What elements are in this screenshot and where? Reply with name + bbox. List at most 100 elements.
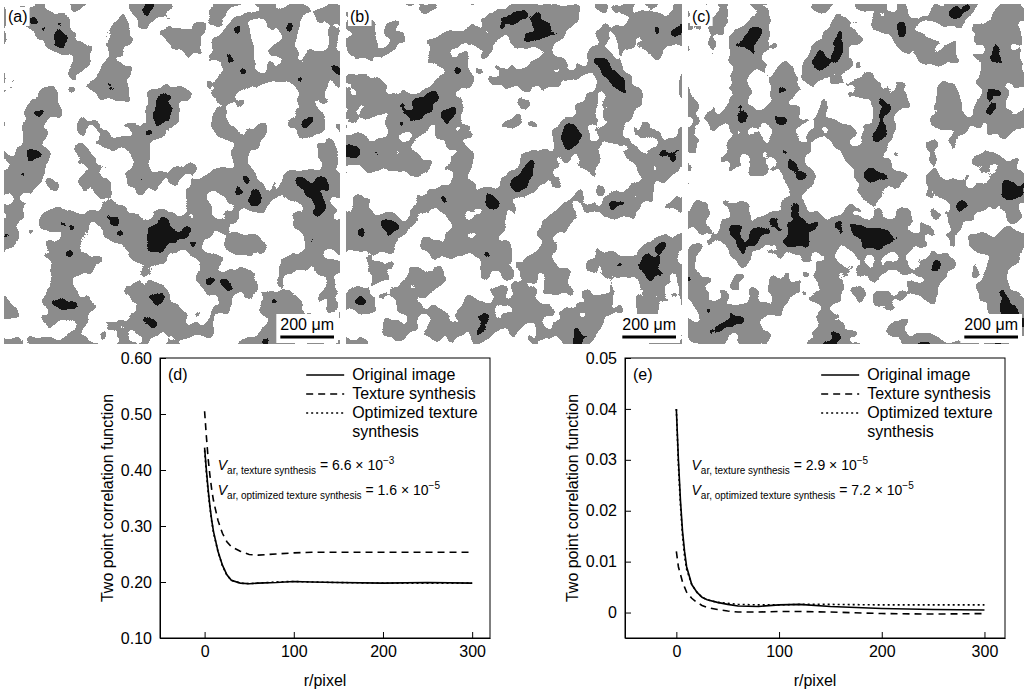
annotation-text: = 2.9 × 10 [790, 457, 857, 473]
legend-label: Optimized texture synthesis [352, 404, 482, 440]
annotation: Var, optimized texture synthesis = 1.6 ×… [218, 480, 441, 501]
x-tick: 100 [766, 632, 793, 660]
y-tick-mark [160, 358, 166, 359]
y-tick-mark [625, 613, 631, 614]
legend-label: Texture synthesis [352, 385, 476, 402]
legend-item: Original image [821, 366, 970, 383]
legend-swatch [821, 412, 859, 414]
panel-label: (c) [692, 8, 711, 25]
series-line [205, 450, 473, 583]
x-tick: 100 [281, 632, 308, 660]
legend-label: Optimized texture synthesis [867, 404, 997, 440]
x-axis: 0100200300 [626, 632, 1006, 660]
scale-bar-background [276, 314, 338, 343]
y-axis: 0.100.200.300.400.500.60 [121, 350, 166, 647]
series-line [676, 409, 984, 605]
plot-frame [160, 358, 490, 638]
x-tick: 300 [459, 632, 486, 660]
legend-item: Optimized texture synthesis [306, 404, 482, 440]
x-tick: 200 [869, 632, 896, 660]
scale-bar-label: 200 μm [964, 316, 1018, 333]
x-tick-mark [882, 632, 883, 638]
plot-area [205, 411, 473, 583]
scale-bar [622, 336, 676, 339]
panel-label: (b) [350, 8, 370, 25]
micrograph [346, 4, 682, 344]
legend-swatch [306, 412, 344, 414]
y-axis: 00.010.020.030.040.05 [586, 350, 631, 639]
plot-area [676, 409, 984, 614]
y-tick-mark [625, 562, 631, 563]
y-axis-title: Two point correlation function [564, 394, 581, 602]
y-tick-mark [625, 460, 631, 461]
image-panel: (b) 200 μm [346, 4, 682, 344]
series-line [205, 411, 473, 555]
y-tick: 0.30 [121, 518, 166, 535]
x-axis-line [626, 638, 1006, 639]
annotation-superscript: −5 [857, 455, 869, 466]
x-tick-label: 0 [672, 643, 681, 660]
legend-swatch [306, 393, 344, 395]
y-axis-title: Two point correlation function [99, 394, 116, 602]
y-tick: 0.04 [586, 401, 631, 418]
legend: Original image Texture synthesis Optimized… [306, 366, 482, 440]
y-tick: 0.20 [121, 574, 166, 591]
x-tick: 0 [672, 632, 681, 660]
annotation-superscript: −5 [902, 480, 914, 491]
annotation-subscript: ar, optimized texture synthesis [701, 490, 836, 501]
image-panel: (c) 200 μm [688, 4, 1024, 344]
panel-label: (e) [633, 366, 653, 383]
y-tick-mark [160, 526, 166, 527]
y-tick: 0.01 [586, 553, 631, 570]
y-axis-line [625, 359, 626, 639]
y-tick-mark [160, 582, 166, 583]
plot-frame [625, 358, 1005, 638]
x-tick-label: 100 [766, 643, 793, 660]
micrograph [688, 4, 1024, 344]
legend: Original image Texture synthesis Optimized… [821, 366, 997, 440]
x-tick-mark [984, 632, 985, 638]
x-axis-title: r/pixel [794, 672, 837, 689]
x-tick-mark [383, 632, 384, 638]
x-tick: 0 [201, 632, 210, 660]
legend-swatch [821, 374, 859, 376]
annotation-subscript: ar, optimized texture synthesis [227, 490, 362, 501]
x-tick-mark [205, 632, 206, 638]
series-line [676, 409, 984, 610]
x-tick-mark [472, 632, 473, 638]
legend-item: Texture synthesis [306, 385, 476, 402]
chart-panel: 010020030000.010.020.030.040.05(e)r/pixe… [564, 350, 1006, 689]
y-axis-line [160, 359, 161, 639]
legend-item: Optimized texture synthesis [821, 404, 997, 440]
figure: (a)200 μm (b) 200 μm (c) 200 μm 0 100 200 300 0.1… [0, 0, 1027, 697]
y-tick-mark [625, 409, 631, 410]
legend-label: Original image [352, 366, 455, 383]
y-tick-mark [160, 470, 166, 471]
y-tick-label: 0.10 [121, 630, 152, 647]
y-tick-mark [160, 414, 166, 415]
y-tick-label: 0 [608, 604, 617, 621]
y-tick-label: 0.04 [586, 401, 617, 418]
annotation: Var, texture synthesis = 6.6 × 10−3 [218, 455, 395, 476]
legend-item: Texture synthesis [821, 385, 991, 402]
annotation-subscript: ar, texture synthesis [227, 465, 316, 476]
series-line [205, 448, 473, 584]
x-axis: 0 100 200 300 [161, 632, 491, 660]
scale-bar-label: 200 μm [622, 316, 676, 333]
y-tick-label: 0.01 [586, 553, 617, 570]
x-tick-label: 200 [869, 643, 896, 660]
y-tick-label: 0.50 [121, 406, 152, 423]
chart-panel: 01002003000.100.200.300.400.500.60(d)r/p… [99, 350, 491, 689]
x-tick-label: 200 [370, 643, 397, 660]
scale-bar [964, 336, 1018, 339]
legend-item: Original image [306, 366, 455, 383]
legend-swatch [306, 374, 344, 376]
x-tick-mark [294, 632, 295, 638]
x-tick-mark [676, 632, 677, 638]
annotation-superscript: −5 [429, 480, 441, 491]
y-tick-mark [625, 358, 631, 359]
panel-label: (a) [8, 8, 28, 25]
y-tick-mark [160, 638, 166, 639]
y-tick-mark [625, 511, 631, 512]
image-panel: (a)200 μm [4, 4, 340, 344]
